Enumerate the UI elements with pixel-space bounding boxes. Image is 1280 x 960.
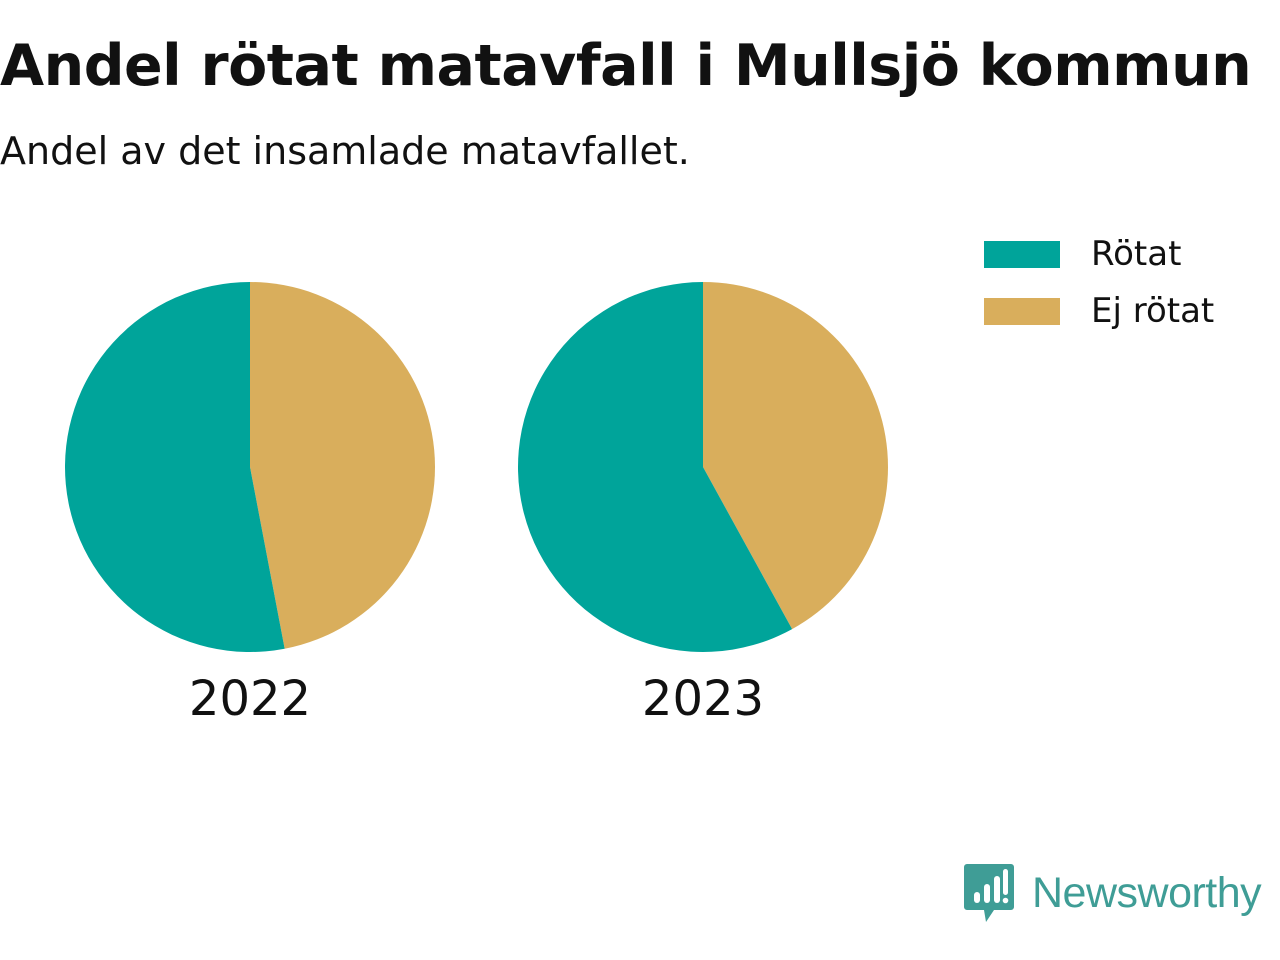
pie-2022: 2022 bbox=[64, 282, 435, 727]
brand-name: Newsworthy bbox=[1032, 868, 1262, 917]
chart-subtitle: Andel av det insamlade matavfallet. bbox=[0, 129, 690, 173]
legend-label-ej-rotat: Ej rötat bbox=[1091, 291, 1215, 331]
legend-item-rotat: Rötat bbox=[984, 236, 1214, 272]
pie-slice-2023-ej-rotat bbox=[703, 282, 889, 630]
legend-swatch-rotat bbox=[984, 240, 1060, 268]
pie-slice-2022-ej-rotat bbox=[250, 282, 435, 649]
legend-item-ej-rotat: Ej rötat bbox=[984, 293, 1214, 329]
pie-label-2022: 2022 bbox=[189, 671, 311, 727]
legend: Rötat Ej rötat bbox=[984, 236, 1214, 350]
pie-label-2023: 2023 bbox=[642, 671, 764, 727]
newsworthy-logo-icon bbox=[964, 864, 1014, 922]
brand-logo: Newsworthy bbox=[964, 862, 1262, 924]
pie-2023: 2023 bbox=[518, 282, 889, 727]
legend-label-rotat: Rötat bbox=[1091, 234, 1182, 274]
legend-swatch-ej-rotat bbox=[984, 297, 1060, 325]
pie-slice-2023-rotat bbox=[518, 282, 793, 652]
pie-slice-2022-rotat bbox=[64, 282, 285, 652]
chart-title: Andel rötat matavfall i Mullsjö kommun bbox=[0, 33, 1252, 99]
